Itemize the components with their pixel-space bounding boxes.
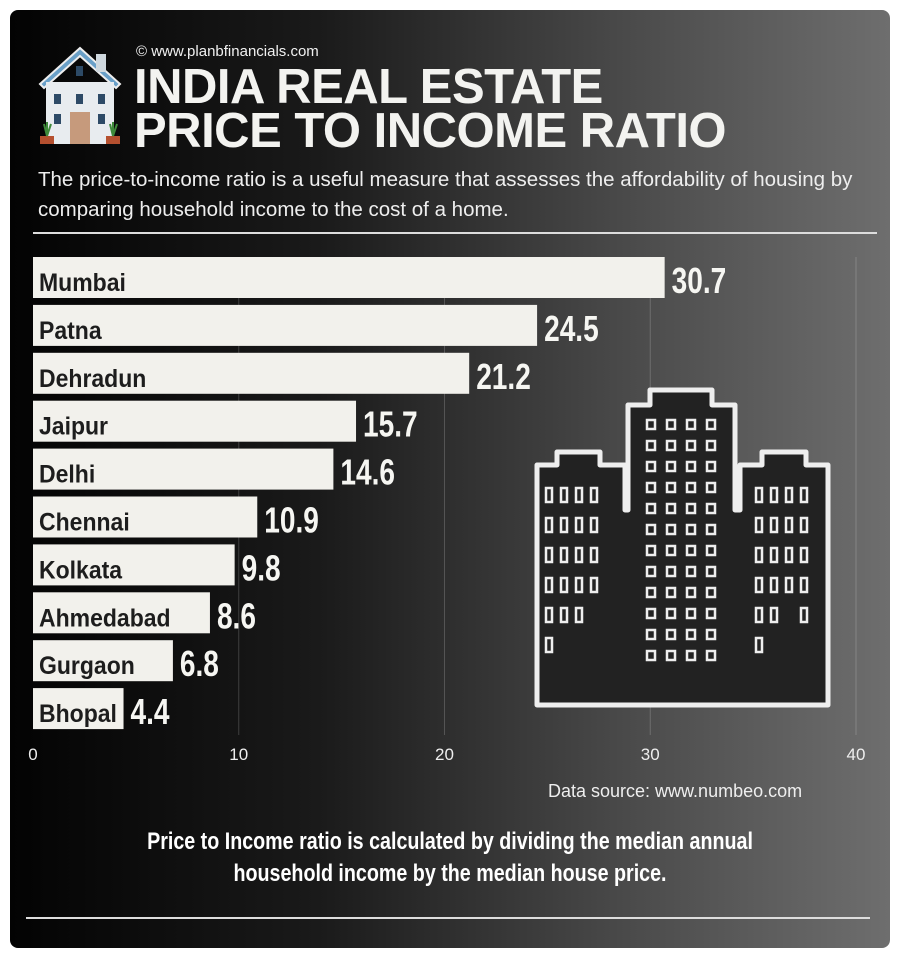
- bar: [33, 688, 124, 730]
- bar-category-label: Bhopal: [39, 700, 117, 728]
- bar-value-label: 4.4: [131, 692, 170, 732]
- house-icon: [38, 46, 122, 144]
- bar-value-label: 24.5: [544, 309, 599, 349]
- x-tick-label: 20: [435, 745, 454, 764]
- bar-category-label: Delhi: [39, 461, 95, 489]
- bar-category-label: Dehradun: [39, 365, 146, 393]
- bar-category-label: Ahmedabad: [39, 604, 171, 632]
- bar-category-label: Mumbai: [39, 269, 126, 297]
- bar-category-label: Kolkata: [39, 557, 123, 585]
- bar-value-label: 14.6: [340, 452, 395, 492]
- x-tick-label: 10: [229, 745, 248, 764]
- x-tick-label: 30: [641, 745, 660, 764]
- bar: [33, 640, 173, 682]
- title-line-1: INDIA REAL ESTATE: [134, 60, 603, 114]
- buildings-icon: [534, 387, 831, 708]
- bar: [33, 544, 235, 586]
- bar-category-label: Jaipur: [39, 413, 108, 441]
- bar: [33, 400, 357, 442]
- data-source: Data source: www.numbeo.com: [548, 781, 803, 801]
- bar-chart: 0 10 20 30 40 Mumbai 30.7 Patna 24.5 Dehradun 21.2…: [28, 257, 866, 764]
- top-divider: [33, 232, 877, 234]
- footnote: Price to Income ratio is calculated by d…: [147, 828, 753, 887]
- bar: [33, 257, 665, 298]
- bar-value-label: 6.8: [180, 644, 219, 684]
- bar-value-label: 21.2: [476, 356, 531, 396]
- bar-value-label: 8.6: [217, 596, 256, 636]
- bottom-divider: [26, 917, 870, 919]
- title-line-2: PRICE TO INCOME RATIO: [134, 104, 727, 158]
- x-tick-label: 40: [847, 745, 866, 764]
- bar: [33, 304, 538, 346]
- bar: [33, 496, 258, 538]
- bar: [33, 352, 470, 394]
- bar-value-label: 15.7: [363, 404, 418, 444]
- bar-category-label: Chennai: [39, 509, 130, 537]
- subtitle: The price-to-income ratio is a useful me…: [38, 168, 853, 221]
- bar-category-label: Patna: [39, 317, 102, 345]
- bar-category-label: Gurgaon: [39, 652, 135, 680]
- bar-value-label: 30.7: [672, 261, 727, 301]
- x-tick-label: 0: [28, 745, 37, 764]
- copyright-text: © www.planbfinancials.com: [136, 43, 319, 60]
- bar-value-label: 10.9: [264, 500, 319, 540]
- bar: [33, 448, 334, 490]
- bar: [33, 592, 210, 634]
- bar-value-label: 9.8: [242, 548, 281, 588]
